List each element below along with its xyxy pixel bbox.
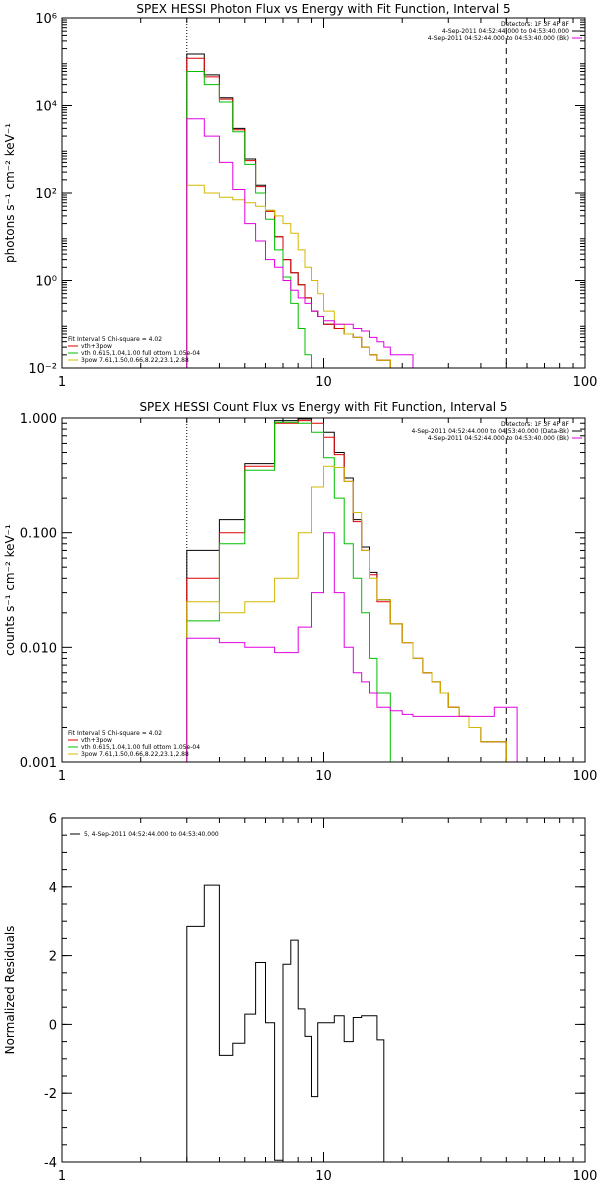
y-tick-label: 10⁴: [35, 100, 57, 115]
legend-entry: vth 0.615,1.04,1.00 full ottom 1.05e-04: [81, 350, 200, 357]
legend-entry: Detectors: 1F 3F 4F 8F: [501, 421, 570, 428]
y-tick-label: 0.001: [20, 756, 57, 771]
legend-entry: 4-Sep-2011 04:52:44.000 to 04:53:40.000 …: [411, 428, 569, 435]
plot-frame: [61, 17, 586, 369]
y-axis-label: photons s⁻¹ cm⁻² keV⁻¹: [3, 123, 17, 263]
series-group: [186, 53, 414, 368]
y-axis-label: Normalized Residuals: [3, 926, 17, 1055]
legend-entry: 3pow 7.61,1.50,0.66,8.22,23.1,2.88: [81, 357, 189, 364]
y-tick-label: 10⁶: [35, 12, 57, 27]
series-line-1: [186, 53, 413, 368]
y-tick-label: 6: [49, 812, 57, 827]
legend-entry: Fit Interval 5 Chi-square = 4.02: [68, 336, 162, 343]
legend-entry: 3pow 7.61,1.50,0.66,8.22,23.1,2.88: [81, 751, 189, 758]
y-axis-label: counts s⁻¹ cm⁻² keV⁻¹: [3, 524, 17, 656]
series-line-4: [186, 465, 518, 762]
y-tick-label: 4: [49, 881, 57, 896]
y-tick-label: 10²: [35, 187, 57, 202]
legend-entry: 4-Sep-2011 04:52:44.000 to 04:53:40.000 …: [428, 35, 569, 42]
series-line-2: [186, 420, 518, 762]
chart-title: SPEX HESSI Photon Flux vs Energy with Fi…: [136, 2, 510, 16]
legend-entry: Detectors: 1F 3F 4F 8F: [501, 21, 570, 28]
plot-frame: [61, 417, 586, 763]
legend-entry: vth+3pow: [81, 737, 112, 744]
x-tick-label: 1: [58, 769, 66, 784]
series-line-1: [186, 884, 391, 1162]
chart-panel-3: Normalized Residuals 1 10 100 -4 -2 0 2 4 6 5, 4-S…: [3, 812, 597, 1184]
legend-entry: 4-Sep-2011 04:52:44.000 to 04:53:40.000 …: [428, 435, 569, 442]
series-line-4: [186, 184, 413, 368]
y-tick-label: 0: [49, 1018, 57, 1033]
chart-panel-2: SPEX HESSI Count Flux vs Energy with Fit…: [3, 400, 597, 784]
series-group: [186, 418, 518, 762]
series-line-3: [186, 71, 413, 368]
x-tick-label: 10: [315, 1169, 332, 1184]
y-tick-label: -2: [44, 1087, 57, 1102]
x-tick-label: 1: [58, 375, 66, 390]
y-tick-label: 0.010: [20, 641, 57, 656]
series-line-3: [186, 421, 518, 762]
series-line-1: [186, 418, 518, 762]
series-line-5: [186, 118, 414, 368]
chart-title: SPEX HESSI Count Flux vs Energy with Fit…: [139, 400, 507, 414]
legend-entry: 5, 4-Sep-2011 04:52:44.000 to 04:53:40.0…: [84, 831, 219, 838]
series-line-2: [186, 57, 413, 368]
y-tick-label: 10⁰: [35, 275, 57, 290]
y-tick-label: 10⁻²: [28, 362, 57, 377]
x-tick-label: 100: [573, 769, 598, 784]
legend-entry: Fit Interval 5 Chi-square = 4.02: [68, 730, 162, 737]
y-tick-label: 2: [49, 950, 57, 965]
x-tick-label: 100: [573, 1169, 598, 1184]
chart-panel-1: SPEX HESSI Photon Flux vs Energy with Fi…: [3, 2, 597, 390]
y-tick-label: 1.000: [20, 412, 57, 427]
series-line-5: [186, 532, 518, 762]
plot-frame: [61, 817, 586, 1163]
x-tick-label: 10: [315, 769, 332, 784]
x-tick-label: 1: [58, 1169, 66, 1184]
y-tick-label: -4: [44, 1156, 57, 1171]
legend-entry: vth+3pow: [81, 343, 112, 350]
legend-entry: 4-Sep-2011 04:52:44.000 to 04:53:40.000: [442, 28, 569, 35]
x-tick-label: 10: [315, 375, 332, 390]
x-tick-label: 100: [573, 375, 598, 390]
series-group: [186, 884, 391, 1162]
y-tick-label: 0.100: [20, 527, 57, 542]
legend-entry: vth 0.615,1.04,1.00 full ottom 1.05e-04: [81, 744, 200, 751]
